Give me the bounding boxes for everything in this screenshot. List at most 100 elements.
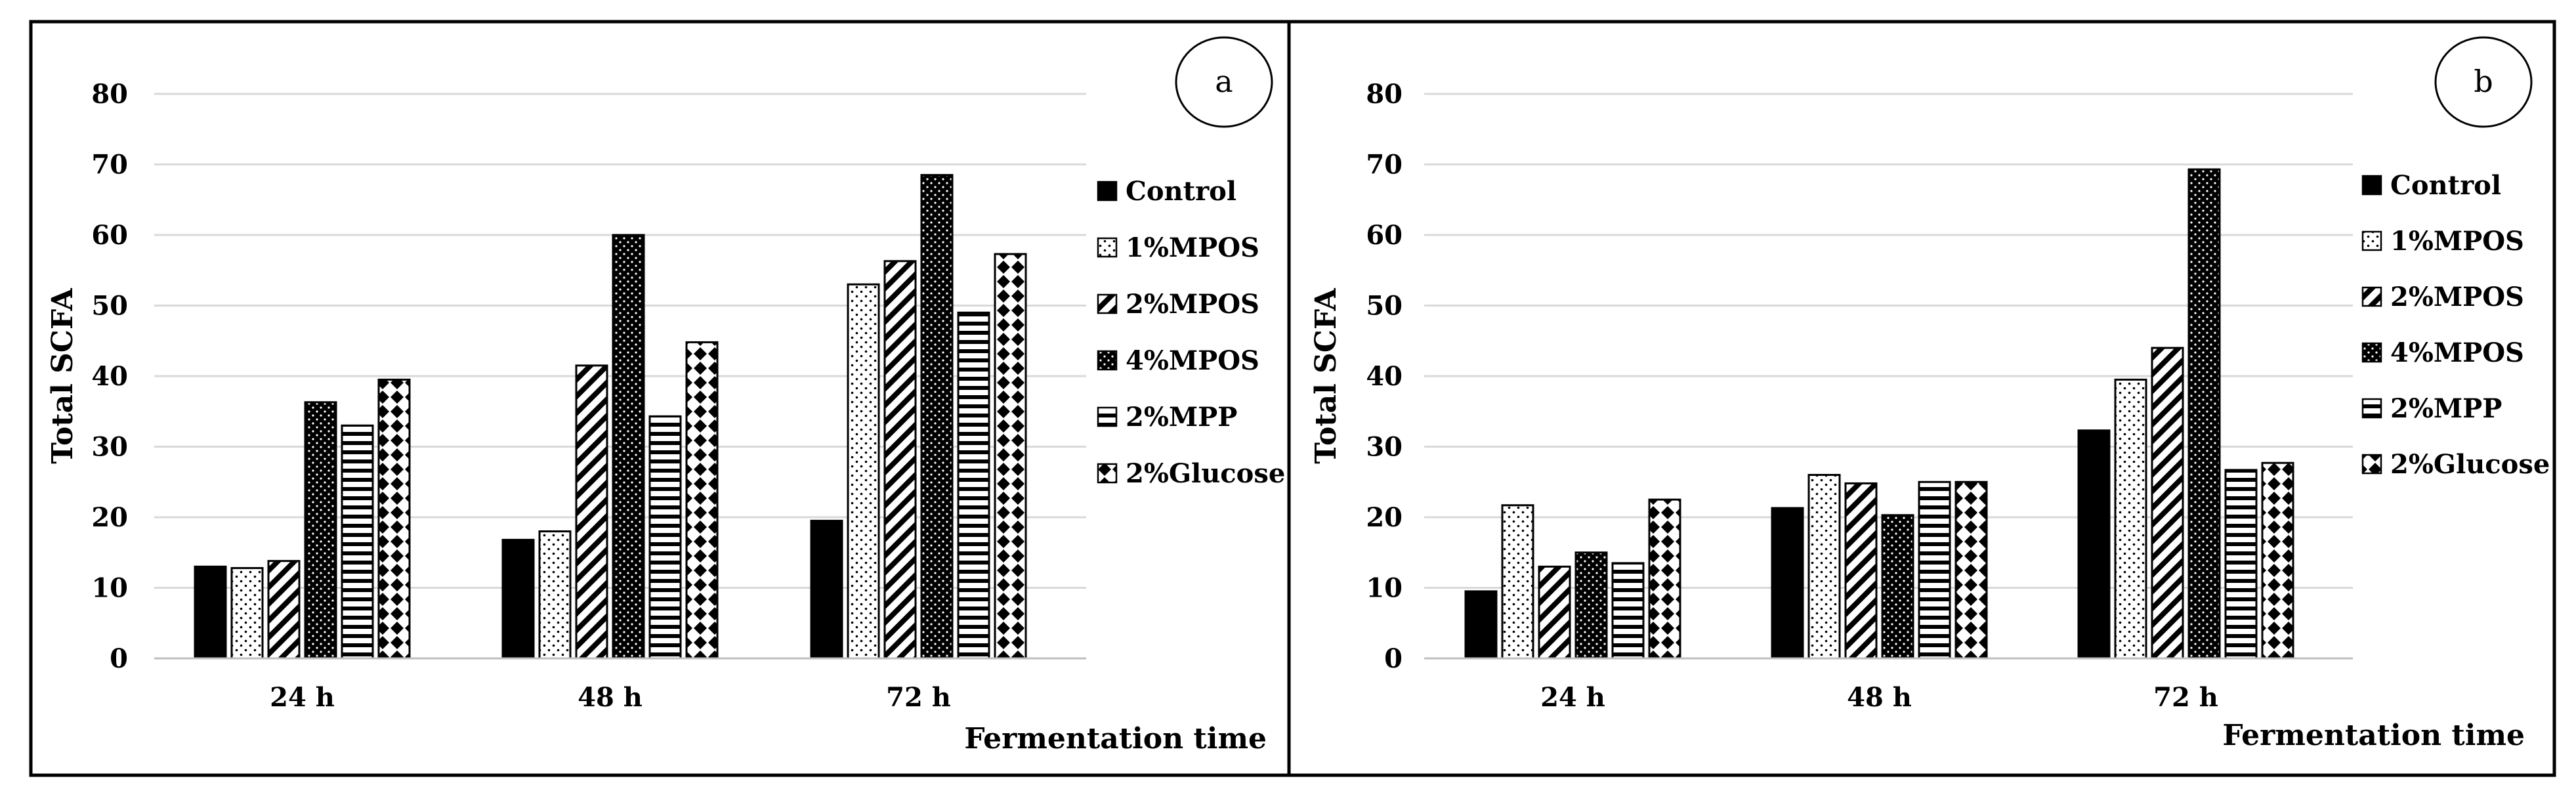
legend-label-2pct-glucose: 2%Glucose (1126, 458, 1285, 489)
panel-a-bars (194, 174, 1027, 660)
legend-swatch-2pct-glucose (1097, 463, 1118, 484)
panel-a-x-axis-title: Fermentation time (964, 722, 1267, 756)
x-category-label: 48 h (578, 682, 643, 713)
y-tick-label: 60 (1366, 220, 1403, 251)
y-tick-label: 50 (1366, 291, 1403, 322)
legend-swatch-1pct-mpos (1097, 237, 1118, 258)
legend-label-control: Control (1126, 176, 1236, 207)
panel-b-category-labels: 24 h 48 h 72 h (1540, 682, 2218, 713)
legend-swatch-1pct-mpos (2361, 230, 2382, 251)
bar-control (1464, 590, 1498, 660)
y-tick-label: 30 (91, 432, 128, 463)
x-category-label: 24 h (270, 682, 335, 713)
panel-b-y-axis-title: Total SCFA (1309, 288, 1343, 463)
panel-a-label-circle (1175, 36, 1273, 128)
bar-2pct-mpp (2224, 469, 2258, 660)
bar-2pct-mpp (1611, 562, 1645, 660)
bar-2pct-mpp (341, 424, 374, 660)
y-tick-label: 20 (1366, 502, 1403, 533)
bar-control (1771, 507, 1804, 660)
y-tick-label: 40 (1366, 361, 1403, 392)
legend-swatch-control (1097, 181, 1118, 202)
y-tick-label: 60 (91, 220, 128, 251)
panel-b-y-tick-labels: 0 10 20 30 40 50 60 70 80 (1366, 79, 1403, 674)
panel-a-y-tick-labels: 0 10 20 30 40 50 60 70 80 (91, 79, 128, 674)
y-tick-label: 30 (1366, 432, 1403, 463)
x-category-label: 24 h (1540, 682, 1605, 713)
legend-label-2pct-mpos: 2%MPOS (2390, 282, 2524, 312)
panel-a: a 0 10 20 30 40 50 60 70 80 24 h 48 h 72 h Total S… (46, 36, 1285, 756)
legend-swatch-2pct-glucose (2361, 454, 2382, 475)
bar-control (194, 565, 227, 660)
bar-2pct-glucose (2261, 461, 2294, 660)
legend-swatch-control (2361, 175, 2382, 196)
panel-a-y-axis-title: Total SCFA (46, 288, 79, 463)
legend-label-2pct-mpp: 2%MPP (1126, 402, 1237, 433)
bar-2pct-mpos (267, 560, 301, 660)
y-tick-label: 0 (110, 643, 128, 674)
legend-label-2pct-mpos: 2%MPOS (1126, 289, 1259, 320)
bar-control (501, 538, 535, 660)
bar-1pct-mpos (2114, 378, 2147, 660)
panel-a-legend: Control 1%MPOS 2%MPOS 4%MPOS 2%MPP 2%Glucose (1097, 176, 1285, 489)
x-category-label: 72 h (886, 682, 951, 713)
panel-b-x-axis-title: Fermentation time (2222, 719, 2525, 752)
panel-b-frame (1287, 20, 2556, 777)
legend-label-1pct-mpos: 1%MPOS (1126, 232, 1259, 263)
legend-swatch-4pct-mpos (2361, 342, 2382, 363)
y-tick-label: 70 (1366, 150, 1403, 181)
bar-4pct-mpos (1574, 551, 1608, 660)
bar-2pct-glucose (1648, 498, 1681, 660)
panel-b-label-circle (2434, 36, 2533, 128)
panel-b-label: b (2474, 64, 2493, 99)
legend-swatch-2pct-mpp (1097, 406, 1118, 427)
panel-b-legend: Control 1%MPOS 2%MPOS 4%MPOS 2%MPP 2%Glucose (2361, 170, 2550, 480)
legend-label-4pct-mpos: 4%MPOS (2390, 337, 2524, 368)
x-category-label: 48 h (1847, 682, 1912, 713)
panel-b: b 0 10 20 30 40 50 60 70 80 24 h 48 h 72 h Total S… (1309, 36, 2550, 752)
bar-2pct-glucose (377, 378, 411, 660)
legend-label-2pct-mpp: 2%MPP (2390, 393, 2502, 424)
legend-swatch-4pct-mpos (1097, 350, 1118, 371)
bar-4pct-mpos (612, 234, 645, 660)
y-tick-label: 0 (1384, 643, 1403, 674)
x-category-label: 72 h (2153, 682, 2218, 713)
bar-2pct-mpp (1918, 480, 1951, 660)
legend-label-2pct-glucose: 2%Glucose (2390, 449, 2550, 480)
bar-2pct-mpos (575, 364, 608, 660)
y-tick-label: 10 (91, 573, 128, 604)
legend-label-1pct-mpos: 1%MPOS (2390, 226, 2524, 257)
bar-2pct-mpp (648, 415, 682, 660)
bar-1pct-mpos (538, 530, 572, 660)
bar-control (810, 519, 843, 660)
bar-4pct-mpos (304, 401, 337, 660)
bar-2pct-glucose (994, 253, 1027, 660)
panel-a-category-labels: 24 h 48 h 72 h (270, 682, 951, 713)
bar-4pct-mpos (2187, 168, 2221, 660)
y-tick-label: 80 (1366, 79, 1403, 110)
panel-a-frame (29, 20, 1291, 777)
bar-1pct-mpos (847, 283, 880, 660)
legend-swatch-2pct-mpos (2361, 286, 2382, 307)
bar-2pct-mpos (883, 260, 917, 660)
bar-1pct-mpos (1807, 474, 1841, 660)
y-tick-label: 40 (91, 361, 128, 392)
bar-4pct-mpos (1881, 514, 1914, 660)
y-tick-label: 70 (91, 150, 128, 181)
y-tick-label: 20 (91, 502, 128, 533)
bar-control (2077, 429, 2111, 660)
panel-b-bars (1464, 168, 2294, 660)
bar-2pct-glucose (1954, 480, 1988, 660)
bar-2pct-mpos (1538, 565, 1571, 660)
y-tick-label: 80 (91, 79, 128, 110)
y-tick-label: 50 (91, 291, 128, 322)
bar-1pct-mpos (1501, 504, 1534, 660)
bar-4pct-mpos (920, 174, 954, 660)
y-tick-label: 10 (1366, 573, 1403, 604)
bar-2pct-mpp (957, 311, 990, 660)
legend-swatch-2pct-mpos (1097, 293, 1118, 314)
bar-2pct-mpos (1844, 482, 1878, 660)
panel-a-label: a (1215, 64, 1233, 99)
legend-label-4pct-mpos: 4%MPOS (1126, 345, 1259, 376)
